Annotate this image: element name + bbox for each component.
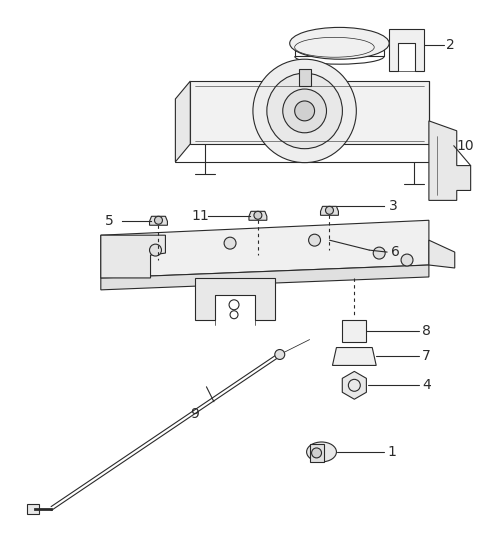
Polygon shape: [342, 320, 366, 341]
Polygon shape: [150, 216, 168, 225]
Circle shape: [283, 89, 326, 133]
Text: 9: 9: [190, 407, 199, 421]
Circle shape: [295, 101, 314, 121]
Polygon shape: [27, 503, 39, 514]
Circle shape: [275, 349, 285, 360]
Polygon shape: [101, 235, 166, 278]
Circle shape: [253, 59, 356, 163]
Text: 1: 1: [387, 445, 396, 459]
Polygon shape: [310, 444, 324, 462]
Polygon shape: [101, 265, 429, 290]
Polygon shape: [333, 348, 376, 365]
Polygon shape: [101, 220, 429, 278]
Circle shape: [155, 216, 162, 224]
Polygon shape: [389, 29, 424, 71]
Polygon shape: [195, 278, 275, 320]
Polygon shape: [299, 69, 311, 86]
Polygon shape: [429, 121, 471, 201]
Text: 7: 7: [422, 349, 431, 363]
Circle shape: [325, 207, 334, 215]
Text: 5: 5: [105, 215, 114, 228]
Circle shape: [267, 73, 342, 149]
Text: 2: 2: [446, 39, 455, 52]
Text: 4: 4: [422, 378, 431, 392]
Text: 8: 8: [422, 324, 431, 338]
Text: 11: 11: [192, 209, 209, 223]
Polygon shape: [190, 81, 429, 144]
Circle shape: [224, 237, 236, 249]
Polygon shape: [429, 240, 455, 268]
Circle shape: [373, 247, 385, 259]
Circle shape: [309, 234, 321, 246]
Text: 10: 10: [457, 139, 474, 152]
Text: 3: 3: [389, 200, 398, 213]
Ellipse shape: [307, 442, 336, 462]
Polygon shape: [249, 211, 267, 220]
Circle shape: [401, 254, 413, 266]
Polygon shape: [175, 81, 190, 162]
Circle shape: [254, 211, 262, 219]
Polygon shape: [342, 371, 366, 399]
Ellipse shape: [290, 27, 389, 59]
Circle shape: [312, 448, 322, 458]
Circle shape: [150, 244, 161, 256]
Polygon shape: [321, 207, 338, 215]
Text: 6: 6: [391, 245, 400, 259]
